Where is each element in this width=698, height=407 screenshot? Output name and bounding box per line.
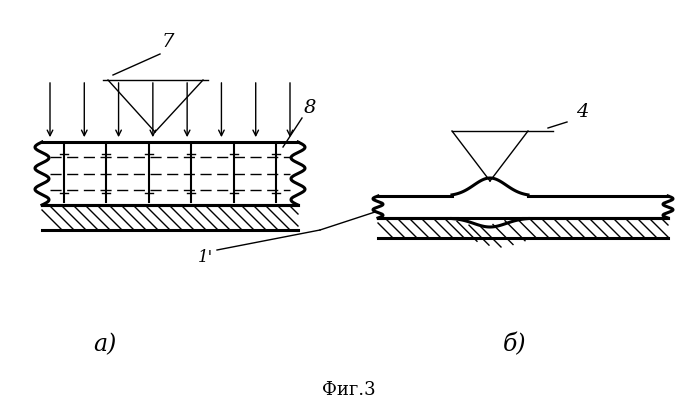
Text: а): а) (94, 333, 117, 357)
Text: Фиг.3: Фиг.3 (322, 381, 376, 399)
Text: 7: 7 (162, 33, 174, 51)
Text: 1': 1' (198, 249, 213, 267)
Text: 8: 8 (304, 99, 316, 117)
Text: б): б) (503, 333, 527, 357)
Text: 4: 4 (576, 103, 588, 121)
